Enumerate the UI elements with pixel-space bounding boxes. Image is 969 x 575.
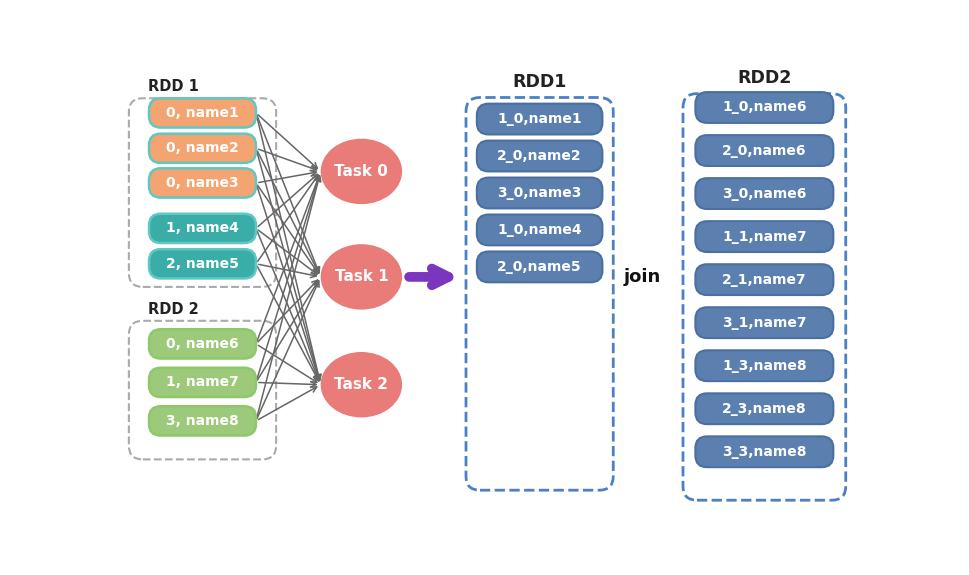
Text: join: join xyxy=(624,268,661,286)
Text: 2_0,name6: 2_0,name6 xyxy=(722,144,806,158)
FancyBboxPatch shape xyxy=(477,251,603,282)
FancyBboxPatch shape xyxy=(696,307,833,338)
FancyBboxPatch shape xyxy=(149,168,256,198)
FancyBboxPatch shape xyxy=(149,133,256,163)
Text: 3_1,name7: 3_1,name7 xyxy=(722,316,806,329)
Text: 2_3,name8: 2_3,name8 xyxy=(722,402,806,416)
Text: 1, name4: 1, name4 xyxy=(166,221,239,235)
Text: 1, name7: 1, name7 xyxy=(166,375,239,389)
Text: 1_0,name1: 1_0,name1 xyxy=(497,112,582,126)
FancyBboxPatch shape xyxy=(477,178,603,208)
FancyBboxPatch shape xyxy=(696,436,833,467)
Text: 3_3,name8: 3_3,name8 xyxy=(722,445,806,459)
FancyBboxPatch shape xyxy=(149,98,256,128)
FancyBboxPatch shape xyxy=(696,393,833,424)
Text: 1_1,name7: 1_1,name7 xyxy=(722,229,806,244)
FancyBboxPatch shape xyxy=(149,368,256,397)
Text: RDD 1: RDD 1 xyxy=(148,79,199,94)
Text: 3_0,name3: 3_0,name3 xyxy=(497,186,581,200)
FancyBboxPatch shape xyxy=(477,214,603,246)
FancyBboxPatch shape xyxy=(696,221,833,252)
FancyBboxPatch shape xyxy=(149,407,256,435)
Text: Task 0: Task 0 xyxy=(334,164,389,179)
FancyBboxPatch shape xyxy=(696,264,833,295)
Ellipse shape xyxy=(321,244,402,309)
Text: RDD2: RDD2 xyxy=(737,70,792,87)
FancyBboxPatch shape xyxy=(696,135,833,166)
Ellipse shape xyxy=(321,139,402,204)
Text: Task 1: Task 1 xyxy=(334,270,389,285)
FancyBboxPatch shape xyxy=(477,141,603,171)
FancyBboxPatch shape xyxy=(696,92,833,123)
Text: 3_0,name6: 3_0,name6 xyxy=(722,186,806,201)
Text: 3, name8: 3, name8 xyxy=(166,414,239,428)
Text: 2, name5: 2, name5 xyxy=(166,257,239,271)
Text: 0, name1: 0, name1 xyxy=(166,106,239,120)
FancyBboxPatch shape xyxy=(149,249,256,278)
Text: 0, name3: 0, name3 xyxy=(167,176,238,190)
FancyBboxPatch shape xyxy=(477,104,603,135)
Text: 1_0,name4: 1_0,name4 xyxy=(497,223,582,237)
Text: 2_0,name2: 2_0,name2 xyxy=(497,149,582,163)
Text: 1_0,name6: 1_0,name6 xyxy=(722,101,806,114)
Text: 2_0,name5: 2_0,name5 xyxy=(497,260,582,274)
Ellipse shape xyxy=(321,352,402,417)
Text: 0, name6: 0, name6 xyxy=(167,337,238,351)
FancyBboxPatch shape xyxy=(149,329,256,359)
FancyBboxPatch shape xyxy=(696,350,833,381)
Text: Task 2: Task 2 xyxy=(334,377,389,392)
FancyBboxPatch shape xyxy=(149,214,256,243)
Text: 1_3,name8: 1_3,name8 xyxy=(722,359,806,373)
Text: RDD 2: RDD 2 xyxy=(148,302,199,317)
Text: RDD1: RDD1 xyxy=(513,74,567,91)
Text: 2_1,name7: 2_1,name7 xyxy=(722,273,806,287)
Text: 0, name2: 0, name2 xyxy=(166,141,239,155)
FancyBboxPatch shape xyxy=(696,178,833,209)
